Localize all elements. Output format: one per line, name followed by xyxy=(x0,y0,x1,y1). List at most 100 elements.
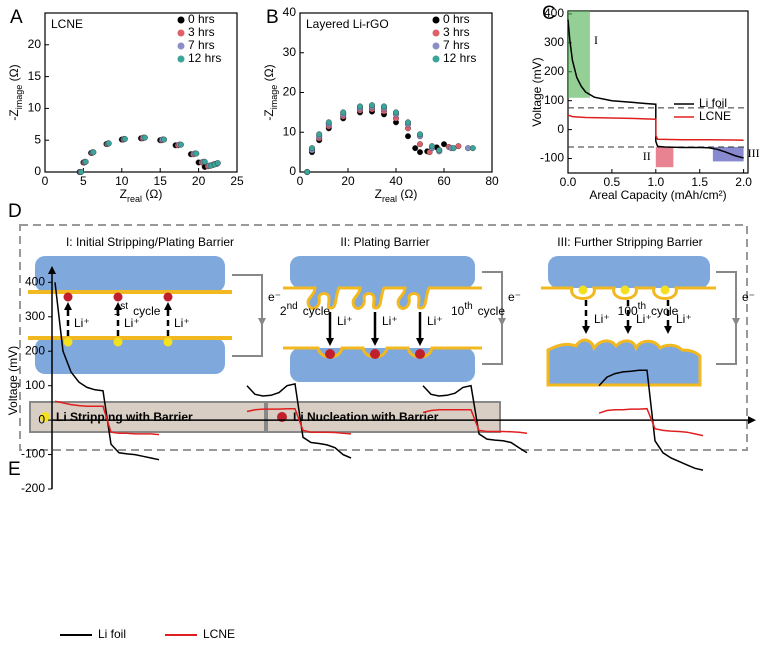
panel-label: D xyxy=(8,201,22,222)
legend-marker xyxy=(177,42,185,50)
cycle-suffix: st xyxy=(120,301,128,312)
point xyxy=(304,168,311,175)
axis-label-part: real xyxy=(382,194,397,204)
x-tick-label: 5 xyxy=(80,174,87,188)
point xyxy=(417,149,424,156)
axis-label-part: Z xyxy=(375,187,382,201)
y-tick-label: 400 xyxy=(25,275,45,289)
electrode xyxy=(548,256,710,288)
y-tick-label: 100 xyxy=(544,93,564,107)
axis-label-part: Z xyxy=(120,187,127,201)
y-tick-label: 200 xyxy=(544,64,564,78)
li-dot xyxy=(620,285,630,295)
axis-label-part: (Ω) xyxy=(7,64,21,84)
electrode xyxy=(546,338,702,387)
electron-label: e⁻ xyxy=(742,290,755,304)
legend-marker xyxy=(432,42,440,50)
point xyxy=(381,103,388,110)
y-tick-label: 300 xyxy=(25,309,45,323)
li-dot xyxy=(370,349,380,359)
ion-label: Li⁺ xyxy=(427,314,443,328)
x-tick-label: 1.0 xyxy=(647,175,664,189)
region-label: I xyxy=(594,33,598,47)
y-tick-label: 30 xyxy=(283,45,297,59)
series-line xyxy=(567,19,744,159)
cycle-suffix: th xyxy=(464,301,472,312)
panel-label: B xyxy=(266,7,279,28)
x-tick-label: 10 xyxy=(115,174,129,188)
axis-label: -Zimage (Ω) xyxy=(7,64,24,120)
legend-box xyxy=(266,401,501,433)
legend-marker xyxy=(432,29,440,37)
li-dot xyxy=(63,292,73,302)
li-dot xyxy=(163,337,173,347)
point xyxy=(417,141,424,148)
point xyxy=(369,102,376,109)
region xyxy=(655,146,674,168)
legend-label: 0 hrs xyxy=(188,12,215,26)
axis-label-part: (Ω) xyxy=(142,187,162,201)
legend-marker xyxy=(432,16,440,24)
panel-label: A xyxy=(10,7,23,28)
series-line xyxy=(567,114,744,142)
point xyxy=(436,147,443,154)
point xyxy=(469,145,476,152)
legend-label: Li foil xyxy=(98,627,126,641)
ion-label: Li⁺ xyxy=(174,316,190,330)
legend-label: 12 hrs xyxy=(443,51,476,65)
axis-label-part: image xyxy=(14,85,24,110)
ion-label: Li⁺ xyxy=(382,314,398,328)
y-tick-label: 0 xyxy=(557,122,564,136)
x-tick-label: 0 xyxy=(42,174,49,188)
y-tick-label: 0 xyxy=(34,164,41,178)
legend-marker xyxy=(177,55,185,63)
y-tick-label: 40 xyxy=(283,5,297,19)
circuit xyxy=(232,274,263,357)
point xyxy=(340,109,347,116)
x-axis-label: Areal Capacity (mAh/cm²) xyxy=(589,188,726,202)
cycle-suffix: th xyxy=(638,301,646,312)
legend-label: 3 hrs xyxy=(443,25,470,39)
x-tick-label: 0.5 xyxy=(604,175,621,189)
chart-title: Layered Li-rGO xyxy=(306,17,389,31)
series-line xyxy=(54,400,704,437)
dendrite xyxy=(283,286,482,310)
cycle-label: 1st cycle xyxy=(114,301,161,318)
point xyxy=(90,149,97,156)
point xyxy=(78,168,85,175)
cycle-suffix: nd xyxy=(287,301,298,312)
point xyxy=(201,158,208,165)
legend-box xyxy=(29,401,266,433)
li-dot xyxy=(578,285,588,295)
y-tick-label: -200 xyxy=(21,481,45,495)
x-tick-label: 20 xyxy=(341,174,355,188)
y-tick-label: 10 xyxy=(28,101,42,115)
point xyxy=(393,109,400,116)
diagram-frame xyxy=(19,224,748,451)
legend-label: 12 hrs xyxy=(188,51,221,65)
chart-title: LCNE xyxy=(51,17,83,31)
point xyxy=(161,136,168,143)
legend-label: 7 hrs xyxy=(188,38,215,52)
point xyxy=(325,119,332,126)
point xyxy=(441,141,448,148)
li-dot xyxy=(113,337,123,347)
legend-label: 3 hrs xyxy=(188,25,215,39)
point xyxy=(450,145,457,152)
point xyxy=(141,134,148,141)
legend-marker xyxy=(432,55,440,63)
point xyxy=(405,133,412,140)
axis-label-part: real xyxy=(127,194,142,204)
panel-label: E xyxy=(8,459,21,480)
cycle-label: 100th cycle xyxy=(618,301,679,318)
x-tick-label: 2.0 xyxy=(735,175,752,189)
legend-label: LCNE xyxy=(203,627,235,641)
x-tick-label: 80 xyxy=(485,174,499,188)
point xyxy=(316,131,323,138)
li-dot xyxy=(113,292,123,302)
electron-label: e⁻ xyxy=(508,290,521,304)
ion-label: Li⁺ xyxy=(337,314,353,328)
legend-label: LCNE xyxy=(699,109,731,123)
region xyxy=(568,11,590,98)
point xyxy=(357,103,364,110)
